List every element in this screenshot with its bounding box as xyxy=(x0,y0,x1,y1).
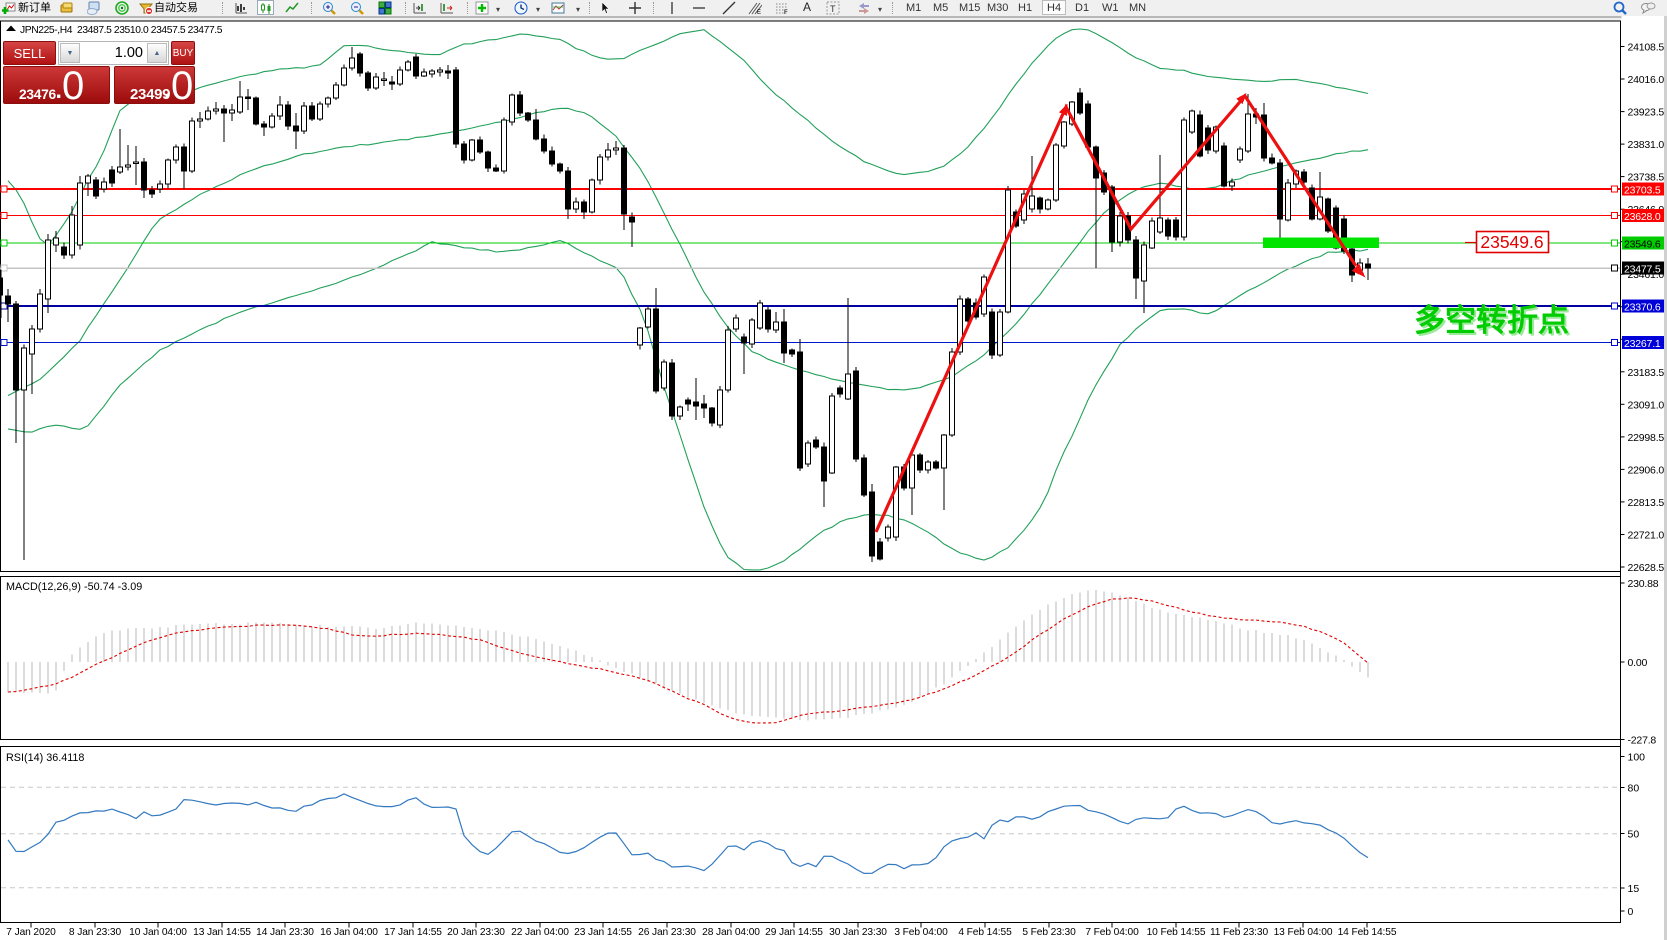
svg-text:14 Feb 14:55: 14 Feb 14:55 xyxy=(1338,927,1397,938)
svg-text:23703.5: 23703.5 xyxy=(1624,184,1661,196)
svg-text:23370.6: 23370.6 xyxy=(1624,302,1661,314)
svg-text:24108.5: 24108.5 xyxy=(1628,42,1665,54)
svg-text:24016.0: 24016.0 xyxy=(1628,74,1665,86)
svg-text:多空转折点: 多空转折点 xyxy=(1416,305,1571,340)
svg-text:RSI(14) 36.4118: RSI(14) 36.4118 xyxy=(6,752,84,764)
svg-text:22906.0: 22906.0 xyxy=(1628,464,1665,476)
svg-text:16 Jan 04:00: 16 Jan 04:00 xyxy=(320,927,378,938)
svg-text:22721.0: 22721.0 xyxy=(1628,530,1665,542)
svg-text:50: 50 xyxy=(1628,829,1640,841)
svg-text:22628.5: 22628.5 xyxy=(1628,562,1665,574)
svg-text:多空转折点: 多空转折点 xyxy=(1414,303,1569,338)
svg-text:30 Jan 23:30: 30 Jan 23:30 xyxy=(829,927,887,938)
svg-text:23549.6: 23549.6 xyxy=(1480,232,1543,252)
svg-text:80: 80 xyxy=(1628,782,1640,794)
svg-text:7 Feb 04:00: 7 Feb 04:00 xyxy=(1085,927,1139,938)
svg-text:23477.5: 23477.5 xyxy=(1624,264,1661,276)
svg-text:T: T xyxy=(830,4,836,14)
svg-text:29 Jan 14:55: 29 Jan 14:55 xyxy=(765,927,823,938)
svg-text:5 Feb 23:30: 5 Feb 23:30 xyxy=(1022,927,1076,938)
svg-text:E: E xyxy=(757,10,761,15)
svg-text:-227.8: -227.8 xyxy=(1628,735,1657,747)
svg-text:23738.5: 23738.5 xyxy=(1628,172,1665,184)
svg-text:230.88: 230.88 xyxy=(1628,578,1659,590)
svg-text:23091.0: 23091.0 xyxy=(1628,399,1665,411)
svg-text:F: F xyxy=(784,10,788,15)
svg-text:23267.1: 23267.1 xyxy=(1624,338,1661,350)
svg-text:22813.5: 22813.5 xyxy=(1628,497,1665,509)
svg-text:23549.6: 23549.6 xyxy=(1624,239,1661,251)
svg-text:13 Jan 14:55: 13 Jan 14:55 xyxy=(193,927,251,938)
svg-text:100: 100 xyxy=(1628,751,1646,763)
svg-text:13 Feb 04:00: 13 Feb 04:00 xyxy=(1274,927,1333,938)
svg-text:JPN225-,H4 23487.5 23510.0 23: JPN225-,H4 23487.5 23510.0 23457.5 23477… xyxy=(20,25,223,36)
svg-text:28 Jan 04:00: 28 Jan 04:00 xyxy=(702,927,760,938)
svg-text:10 Feb 14:55: 10 Feb 14:55 xyxy=(1147,927,1206,938)
svg-text:20 Jan 23:30: 20 Jan 23:30 xyxy=(447,927,505,938)
svg-text:23628.0: 23628.0 xyxy=(1624,211,1661,223)
svg-text:8 Jan 23:30: 8 Jan 23:30 xyxy=(69,927,122,938)
svg-text:23 Jan 14:55: 23 Jan 14:55 xyxy=(574,927,632,938)
svg-text:15: 15 xyxy=(1628,883,1640,895)
svg-text:23923.5: 23923.5 xyxy=(1628,107,1665,119)
svg-text:23183.5: 23183.5 xyxy=(1628,367,1665,379)
svg-text:MACD(12,26,9) -50.74 -3.09: MACD(12,26,9) -50.74 -3.09 xyxy=(6,581,142,593)
svg-text:4 Feb 14:55: 4 Feb 14:55 xyxy=(958,927,1012,938)
svg-text:11 Feb 23:30: 11 Feb 23:30 xyxy=(1210,927,1269,938)
svg-text:10 Jan 04:00: 10 Jan 04:00 xyxy=(129,927,187,938)
svg-text:14 Jan 23:30: 14 Jan 23:30 xyxy=(256,927,314,938)
svg-text:23831.0: 23831.0 xyxy=(1628,139,1665,151)
svg-text:22 Jan 04:00: 22 Jan 04:00 xyxy=(511,927,569,938)
svg-text:7 Jan 2020: 7 Jan 2020 xyxy=(6,927,56,938)
svg-text:3 Feb 04:00: 3 Feb 04:00 xyxy=(894,927,948,938)
svg-text:26 Jan 23:30: 26 Jan 23:30 xyxy=(638,927,696,938)
svg-text:0.00: 0.00 xyxy=(1628,657,1648,669)
svg-text:22998.5: 22998.5 xyxy=(1628,432,1665,444)
svg-text:17 Jan 14:55: 17 Jan 14:55 xyxy=(384,927,442,938)
svg-text:0: 0 xyxy=(1628,906,1634,918)
